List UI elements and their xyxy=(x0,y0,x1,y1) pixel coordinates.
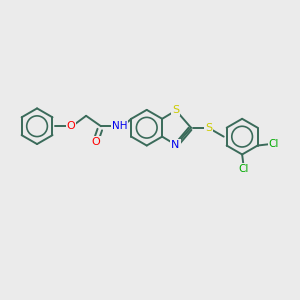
Text: O: O xyxy=(67,121,76,131)
Text: O: O xyxy=(91,137,100,147)
Text: N: N xyxy=(171,140,180,150)
Text: Cl: Cl xyxy=(269,139,279,149)
Text: Cl: Cl xyxy=(238,164,249,174)
Text: S: S xyxy=(172,106,179,116)
Text: S: S xyxy=(205,123,212,133)
Text: NH: NH xyxy=(112,121,127,131)
